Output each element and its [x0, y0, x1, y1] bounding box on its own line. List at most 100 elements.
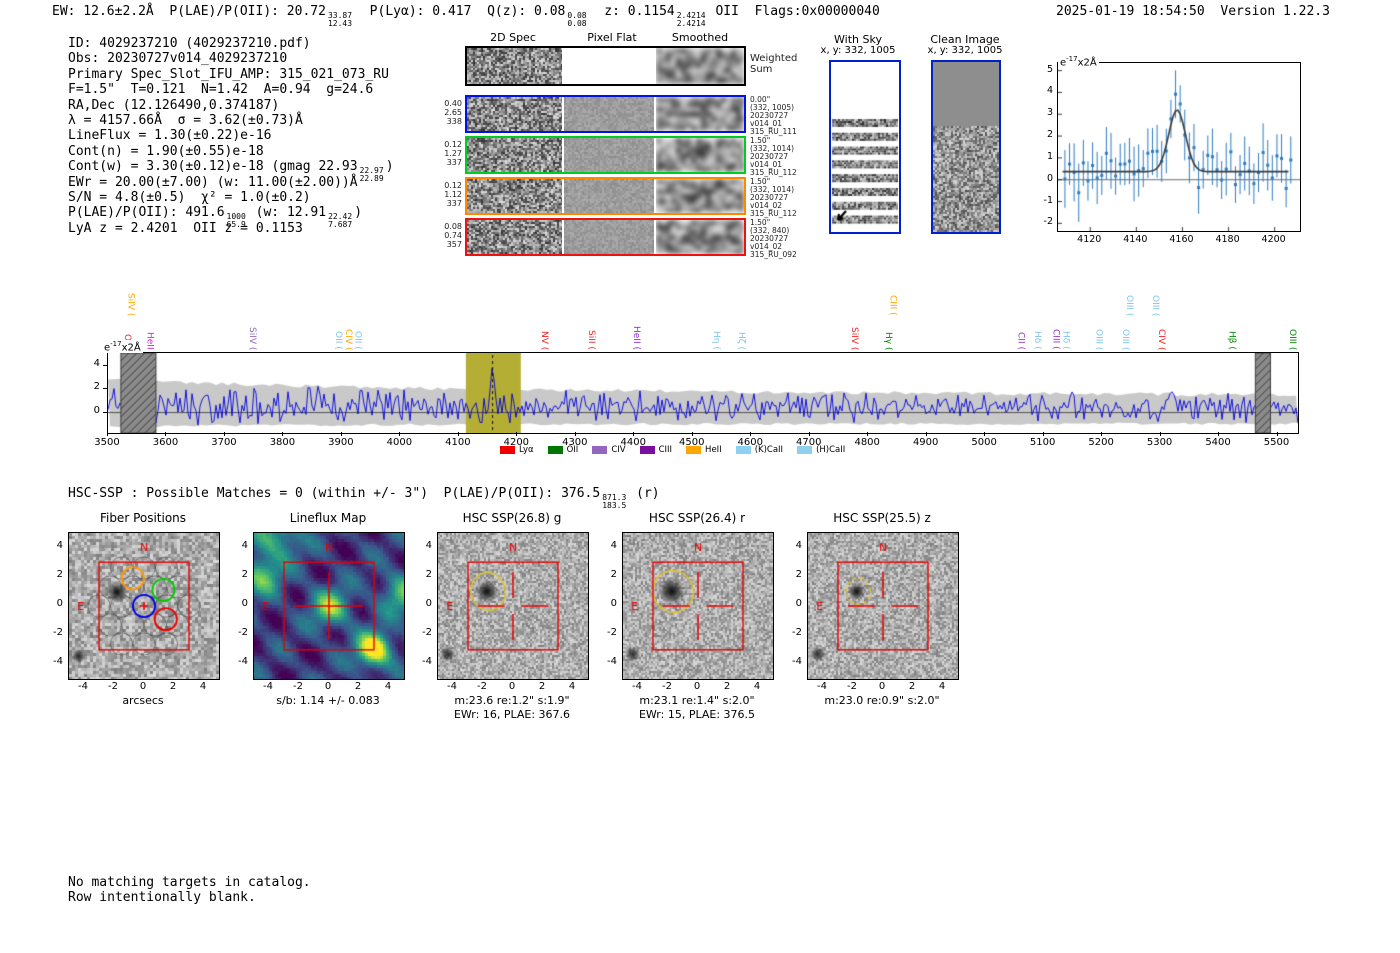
spectrum-ytick-mark — [103, 364, 107, 366]
panel-4-ytick: -4 — [792, 656, 802, 668]
spectrum-xtick: 4500 — [679, 437, 705, 448]
panel-axes-2 — [437, 532, 589, 680]
panel-1-xtick: 4 — [384, 681, 392, 692]
stacked-fraction: 2.4214 2.4214 — [676, 11, 706, 28]
info-line-3: Primary Spec_Slot_IFU_AMP: 315_021_073_R… — [68, 66, 389, 82]
panel-3-xtick: 0 — [693, 681, 701, 692]
panel-0-xtick: 4 — [199, 681, 207, 692]
spec2d-row1-pixelflat-image — [564, 97, 654, 131]
panel-4-xtick: 4 — [938, 681, 946, 692]
sky-panel-clean — [931, 60, 1001, 234]
header-meta: 2025-01-19 18:54:50 Version 1.22.3 — [1056, 4, 1330, 19]
legend-label: OII — [566, 445, 579, 455]
spectrum-ytick-mark — [103, 411, 107, 413]
spectrum-xtick-mark — [223, 432, 225, 436]
withsky-image — [831, 62, 899, 232]
spec2d-row1-2dspec-image — [467, 97, 562, 131]
spectrum-plot-canvas — [108, 353, 1298, 433]
line-label-upper-OIII: OIII ( — [1123, 294, 1134, 316]
panel-4-xtick: 0 — [878, 681, 886, 692]
spectrum-xtick: 4600 — [737, 437, 763, 448]
spectrum-xtick: 4800 — [854, 437, 880, 448]
inset-ytick: 0 — [1046, 172, 1053, 184]
panel-3-ytick: 2 — [610, 568, 617, 580]
sky-panel-coords-1: x, y: 332, 1005 — [820, 45, 896, 56]
panel-title-lineflux-1: Lineflux Map — [289, 511, 367, 525]
header-version: Version 1.22.3 — [1220, 4, 1330, 19]
header-summary: EW: 12.6±2.2Å P(LAE)/P(OII): 20.72 33.87 1… — [52, 4, 880, 28]
spec2d-row2-weights: 0.12 1.27 337 — [444, 140, 462, 167]
info-line-13: LyA z = 2.4201 OII z = 0.1153 — [68, 220, 303, 236]
spectrum-xtick-mark — [282, 432, 284, 436]
panel-1-ytick: 0 — [241, 598, 248, 609]
panel-4-ytick: 2 — [795, 568, 802, 580]
panel-0-xtick: 2 — [169, 681, 177, 692]
panel-axes-4 — [807, 532, 959, 680]
stacked-fraction: 22.97 22.89 — [359, 166, 384, 184]
panel-1-ytick: -4 — [238, 656, 248, 668]
spec2d-col-header-3: Smoothed — [671, 31, 729, 44]
inset-ytick: 5 — [1046, 63, 1053, 75]
line-label-CIV: CIV ( — [343, 328, 354, 350]
panel-1-ytick: 2 — [241, 568, 248, 580]
spec2d-row2-pixelflat-image — [564, 138, 654, 172]
panel-0-ytick: 0 — [56, 598, 63, 609]
legend-label: HeII — [705, 445, 722, 455]
info-line-5: RA,Dec (12.126490,0.374187) — [68, 97, 280, 113]
spec2d-row4-2dspec-image — [467, 220, 562, 254]
spec2d-row1-label: 0.00" (332, 1005) 20230727 v014_01 315_RU_11… — [750, 95, 797, 136]
spectrum-xtick-mark — [399, 432, 401, 436]
line-label-upper-OIII: OIII ( — [1150, 294, 1161, 316]
stacked-fraction: 1000 65.9 — [226, 212, 246, 230]
panel-2-ytick: 0 — [425, 598, 432, 609]
inset-xtick: 4200 — [1261, 234, 1286, 245]
legend-swatch — [592, 446, 608, 454]
info-line-8: Cont(n) = 1.90(±0.55)e-18 — [68, 143, 264, 159]
legend-swatch — [686, 446, 702, 454]
panel-4-xtick: 2 — [908, 681, 916, 692]
spectrum-xtick: 4000 — [386, 437, 413, 448]
spectrum-ytick: 2 — [93, 381, 100, 393]
info-line-6: λ = 4157.66Å σ = 3.62(±0.73)Å — [68, 113, 303, 128]
spec2d-row3-2dspec-image — [467, 179, 562, 213]
spectrum-xtick-mark — [165, 432, 167, 436]
spectrum-xtick-mark — [107, 432, 108, 436]
line-label-SiIV: SiIV ( — [247, 326, 258, 350]
line-label-OIII: OIII ( — [1093, 328, 1104, 350]
line-label-upper-CIII: CIII ( — [887, 295, 898, 316]
spectrum-xtick-mark — [867, 432, 869, 436]
panel-title-hsc-3: HSC SSP(26.4) r — [648, 511, 746, 525]
line-label-NV: NV ( — [538, 330, 549, 350]
spec2d-row3-label: 1.50" (332, 1014) 20230727 v014_02 315_RU_11… — [750, 177, 797, 218]
footer-line-1: No matching targets in catalog. — [68, 875, 311, 890]
spectrum-xtick: 3500 — [94, 437, 120, 448]
spectrum-xtick-mark — [1218, 432, 1220, 436]
panel-0-xtick: -4 — [78, 681, 88, 692]
info-line-9: Cont(w) = 3.30(±0.12)e-18 (gmag 22.93 22.… — [68, 159, 394, 184]
line-label-Hδ: Hδ ( — [1060, 331, 1071, 350]
panel-2-xtick: -4 — [447, 681, 457, 692]
spec2d-row0-label: Weighted Sum — [750, 53, 798, 75]
panel-image-lineflux-1 — [254, 533, 404, 679]
spec2d-row1-weights: 0.40 2.65 338 — [444, 99, 462, 126]
header-datetime: 2025-01-19 18:54:50 — [1056, 4, 1205, 19]
legend-swatch — [797, 446, 813, 454]
inset-ytick: -1 — [1043, 194, 1053, 206]
spectrum-xtick-mark — [633, 432, 635, 436]
spec2d-row4-pixelflat-image — [564, 220, 654, 254]
spec2d-row-3 — [465, 177, 746, 215]
spectrum-xtick-mark — [1276, 432, 1278, 436]
info-line-4: F=1.5" T=0.121 N=1.42 A=0.94 g=24.6 — [68, 82, 374, 98]
spec2d-row0-smoothed-image — [656, 48, 744, 84]
sky-panel-coords-2: x, y: 332, 1005 — [927, 45, 1003, 56]
inset-xtick: 4160 — [1169, 234, 1194, 245]
spectrum-xtick: 5000 — [971, 437, 997, 448]
spectrum-xtick-mark — [1042, 432, 1044, 436]
spectrum-xtick: 3900 — [328, 437, 354, 448]
panel-4-xtick: -4 — [817, 681, 827, 692]
line-label-HeII: HeII — [144, 332, 155, 350]
line-label-Hζ: Hζ ( — [736, 331, 747, 350]
legend-label: CIV — [611, 445, 626, 455]
panel-0-xlabel: arcsecs — [122, 694, 164, 707]
line-label-CII: CII ( — [1015, 332, 1026, 350]
